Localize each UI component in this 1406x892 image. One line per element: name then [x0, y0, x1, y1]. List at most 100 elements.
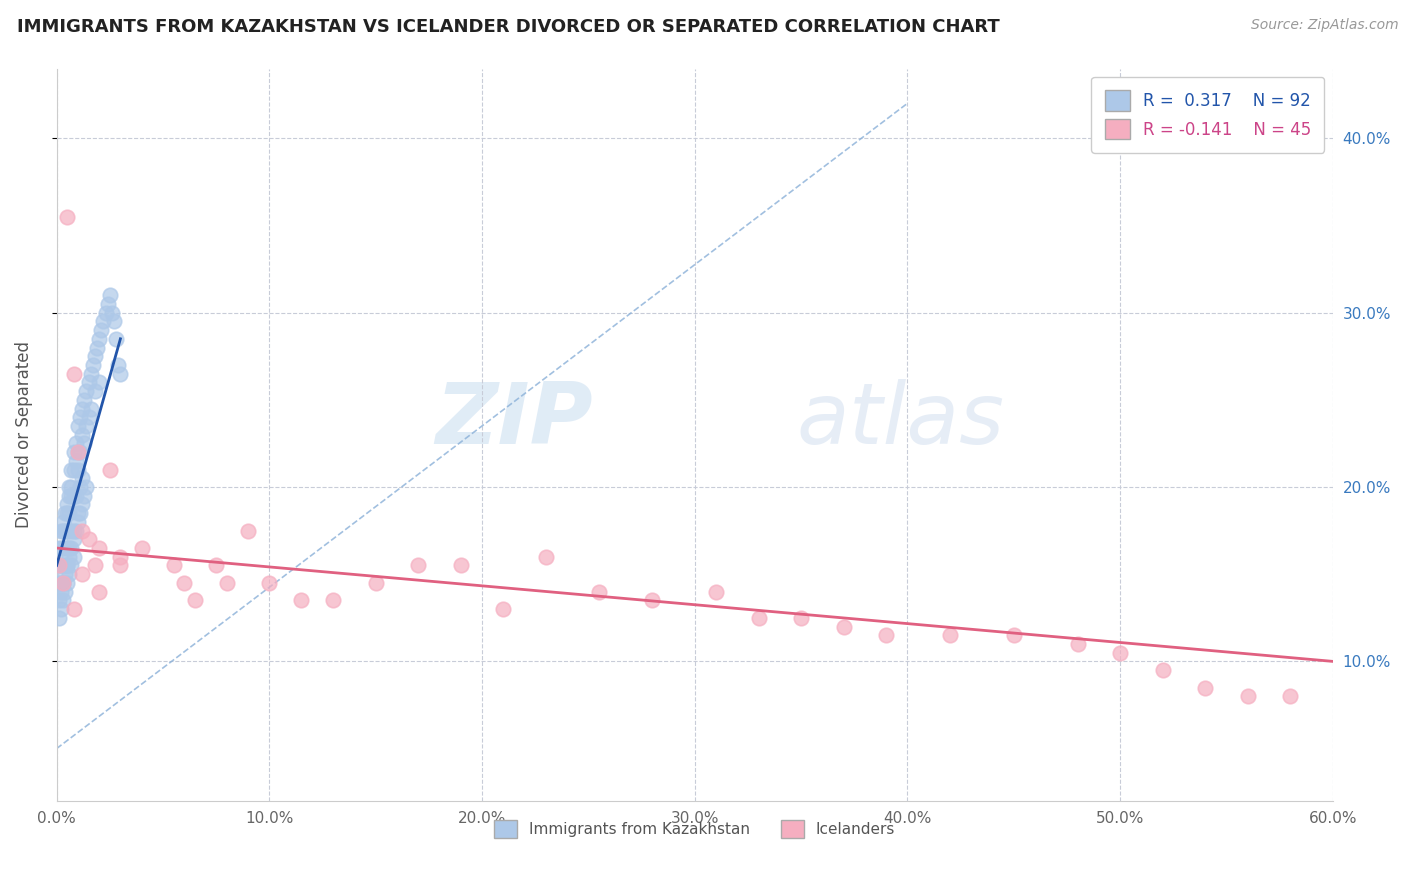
Point [58, 567, 80, 582]
Point [1194, 681, 1216, 695]
Point [49, 558, 72, 573]
Point [184, 593, 207, 607]
Point [52, 575, 75, 590]
Point [205, 558, 228, 573]
Point [77, 410, 100, 425]
Point [110, 367, 132, 381]
Point [69, 480, 91, 494]
Point [704, 584, 727, 599]
Point [89, 541, 111, 555]
Point [98, 288, 121, 302]
Text: Source: ZipAtlas.com: Source: ZipAtlas.com [1251, 18, 1399, 32]
Point [65, 436, 87, 450]
Point [83, 558, 105, 573]
Point [875, 628, 897, 642]
Point [70, 471, 93, 485]
Point [1002, 628, 1025, 642]
Point [131, 541, 153, 555]
Point [49, 602, 72, 616]
Point [86, 341, 108, 355]
Point [90, 323, 112, 337]
Point [101, 305, 124, 319]
Point [103, 314, 125, 328]
Point [56, 210, 79, 224]
Point [75, 480, 97, 494]
Point [53, 558, 76, 573]
Point [53, 567, 76, 582]
Point [75, 419, 97, 434]
Point [236, 524, 259, 538]
Point [69, 445, 91, 459]
Point [58, 480, 80, 494]
Point [69, 506, 91, 520]
Text: IMMIGRANTS FROM KAZAKHSTAN VS ICELANDER DIVORCED OR SEPARATED CORRELATION CHART: IMMIGRANTS FROM KAZAKHSTAN VS ICELANDER … [17, 18, 1000, 36]
Point [75, 384, 97, 398]
Point [52, 593, 75, 607]
Point [62, 462, 84, 476]
Point [79, 367, 101, 381]
Point [110, 549, 132, 564]
Point [77, 376, 100, 390]
Point [73, 436, 96, 450]
Point [60, 480, 83, 494]
Point [1109, 646, 1132, 660]
Point [49, 524, 72, 538]
Point [215, 575, 238, 590]
Point [83, 349, 105, 363]
Y-axis label: Divorced or Separated: Divorced or Separated [15, 342, 32, 528]
Point [70, 567, 93, 582]
Point [105, 332, 128, 346]
Point [939, 628, 962, 642]
Point [49, 541, 72, 555]
Text: atlas: atlas [797, 378, 1005, 461]
Point [162, 558, 184, 573]
Point [52, 524, 75, 538]
Point [66, 506, 89, 520]
Point [52, 515, 75, 529]
Point [56, 541, 79, 555]
Point [56, 506, 79, 520]
Point [66, 419, 89, 434]
Point [49, 584, 72, 599]
Point [60, 558, 83, 573]
Legend: Immigrants from Kazakhstan, Icelanders: Immigrants from Kazakhstan, Icelanders [488, 814, 901, 845]
Point [52, 575, 75, 590]
Point [97, 297, 120, 311]
Point [790, 611, 813, 625]
Point [93, 314, 115, 328]
Point [56, 558, 79, 573]
Point [82, 358, 104, 372]
Point [641, 593, 664, 607]
Point [66, 445, 89, 459]
Point [56, 524, 79, 538]
Point [49, 575, 72, 590]
Point [62, 367, 84, 381]
Point [107, 358, 129, 372]
Point [52, 575, 75, 590]
Point [62, 524, 84, 538]
Point [173, 575, 195, 590]
Point [259, 575, 281, 590]
Point [69, 410, 91, 425]
Point [53, 524, 76, 538]
Point [492, 602, 515, 616]
Point [62, 445, 84, 459]
Point [322, 593, 344, 607]
Point [52, 558, 75, 573]
Point [62, 489, 84, 503]
Point [60, 524, 83, 538]
Point [83, 384, 105, 398]
Point [89, 332, 111, 346]
Point [77, 533, 100, 547]
Point [450, 558, 472, 573]
Point [48, 575, 70, 590]
Point [58, 506, 80, 520]
Point [62, 549, 84, 564]
Point [66, 515, 89, 529]
Point [53, 584, 76, 599]
Point [60, 489, 83, 503]
Point [53, 541, 76, 555]
Point [79, 401, 101, 416]
Point [70, 401, 93, 416]
Point [48, 558, 70, 573]
